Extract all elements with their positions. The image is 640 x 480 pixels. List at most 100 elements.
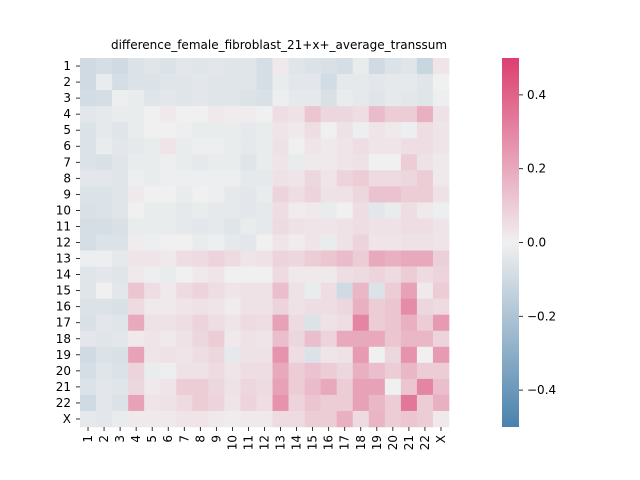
heatmap-cell <box>384 202 402 219</box>
heatmap-cell <box>352 394 370 412</box>
heatmap-cell <box>256 298 273 315</box>
heatmap-cell <box>96 250 113 267</box>
heatmap-cell <box>368 330 386 348</box>
heatmap-cell <box>112 138 129 155</box>
heatmap-cell <box>432 314 450 332</box>
heatmap-cell <box>144 314 161 332</box>
heatmap-cell <box>144 218 161 235</box>
heatmap-cell <box>320 106 337 123</box>
heatmap-cell <box>240 74 257 91</box>
heatmap-cell <box>192 90 209 107</box>
heatmap-cell <box>208 138 225 155</box>
heatmap-cell <box>400 378 418 396</box>
colorbar-tick-label: −0.4 <box>527 383 556 397</box>
x-tick-label: 7 <box>177 435 191 443</box>
heatmap-cell <box>160 138 177 155</box>
heatmap-cell <box>160 394 177 412</box>
heatmap-cell <box>432 234 450 251</box>
heatmap-cell <box>272 138 289 155</box>
heatmap-cell <box>96 314 113 332</box>
heatmap-cell <box>432 266 450 283</box>
heatmap-cell <box>256 218 273 235</box>
heatmap-cell <box>288 234 305 251</box>
heatmap-cell <box>240 362 257 380</box>
heatmap-cell <box>160 90 177 107</box>
heatmap-cell <box>160 186 177 203</box>
heatmap-cell <box>400 74 418 91</box>
heatmap-cell <box>224 394 241 412</box>
heatmap-cell <box>320 266 337 283</box>
heatmap-cell <box>160 250 177 267</box>
heatmap-cell <box>368 394 386 412</box>
heatmap-cell <box>272 58 289 75</box>
heatmap-cell <box>288 266 305 283</box>
heatmap-cell <box>192 138 209 155</box>
heatmap-cell <box>272 346 289 364</box>
heatmap-cell <box>160 362 177 380</box>
heatmap-cell <box>240 394 257 412</box>
heatmap-cell <box>112 362 129 380</box>
heatmap-cell <box>320 234 337 251</box>
heatmap-cell <box>224 138 241 155</box>
heatmap-cell <box>96 138 113 155</box>
heatmap-cell <box>432 154 450 171</box>
heatmap-cell <box>272 154 289 171</box>
heatmap-cell <box>128 266 145 283</box>
heatmap-cell <box>176 266 193 283</box>
heatmap-cell <box>176 362 193 380</box>
heatmap-cell <box>352 138 370 155</box>
heatmap-cell <box>224 218 241 235</box>
heatmap-cell <box>336 234 354 251</box>
heatmap-cell <box>384 346 402 364</box>
heatmap-cell <box>416 122 434 139</box>
heatmap-cell <box>96 362 113 380</box>
heatmap-cell <box>112 394 129 412</box>
heatmap-cell <box>304 346 321 364</box>
heatmap-cell <box>368 74 386 91</box>
heatmap-cell <box>224 122 241 139</box>
heatmap-cell <box>416 106 434 123</box>
heatmap-cell <box>304 138 321 155</box>
heatmap-cell <box>96 122 113 139</box>
y-tick-label: 22 <box>56 396 71 410</box>
heatmap-cell <box>176 346 193 364</box>
heatmap-cell <box>128 106 145 123</box>
heatmap-cell <box>256 314 273 332</box>
heatmap-cell <box>176 170 193 187</box>
heatmap-cell <box>96 266 113 283</box>
heatmap-cell <box>400 266 418 283</box>
heatmap-cell <box>208 314 225 332</box>
heatmap-cell <box>192 410 209 428</box>
heatmap-cell <box>272 314 289 332</box>
heatmap-cell <box>160 330 177 348</box>
heatmap-cell <box>144 202 161 219</box>
heatmap-cell <box>304 330 321 348</box>
heatmap-cell <box>272 202 289 219</box>
heatmap-cell <box>416 74 434 91</box>
heatmap-cell <box>240 138 257 155</box>
heatmap-cell <box>160 346 177 364</box>
heatmap-cell <box>320 138 337 155</box>
heatmap-cell <box>176 90 193 107</box>
x-tick-label: X <box>434 435 448 443</box>
heatmap-cell <box>80 122 97 139</box>
heatmap-cell <box>384 266 402 283</box>
heatmap-cell <box>256 58 273 75</box>
heatmap-cell <box>320 362 337 380</box>
heatmap-cell <box>384 250 402 267</box>
heatmap-cell <box>208 298 225 315</box>
heatmap-cell <box>304 90 321 107</box>
colorbar-tick-label: 0.4 <box>527 88 546 102</box>
heatmap-cell <box>192 154 209 171</box>
colorbar-tick-label: 0.0 <box>527 236 546 250</box>
heatmap-cell <box>192 170 209 187</box>
heatmap-cell <box>144 74 161 91</box>
x-tick-label: 19 <box>370 435 384 450</box>
heatmap-cell <box>112 154 129 171</box>
heatmap-cell <box>80 282 97 299</box>
heatmap-cell <box>368 282 386 299</box>
heatmap-cell <box>128 74 145 91</box>
heatmap-cell <box>240 154 257 171</box>
heatmap-cell <box>176 202 193 219</box>
heatmap-cell <box>240 282 257 299</box>
